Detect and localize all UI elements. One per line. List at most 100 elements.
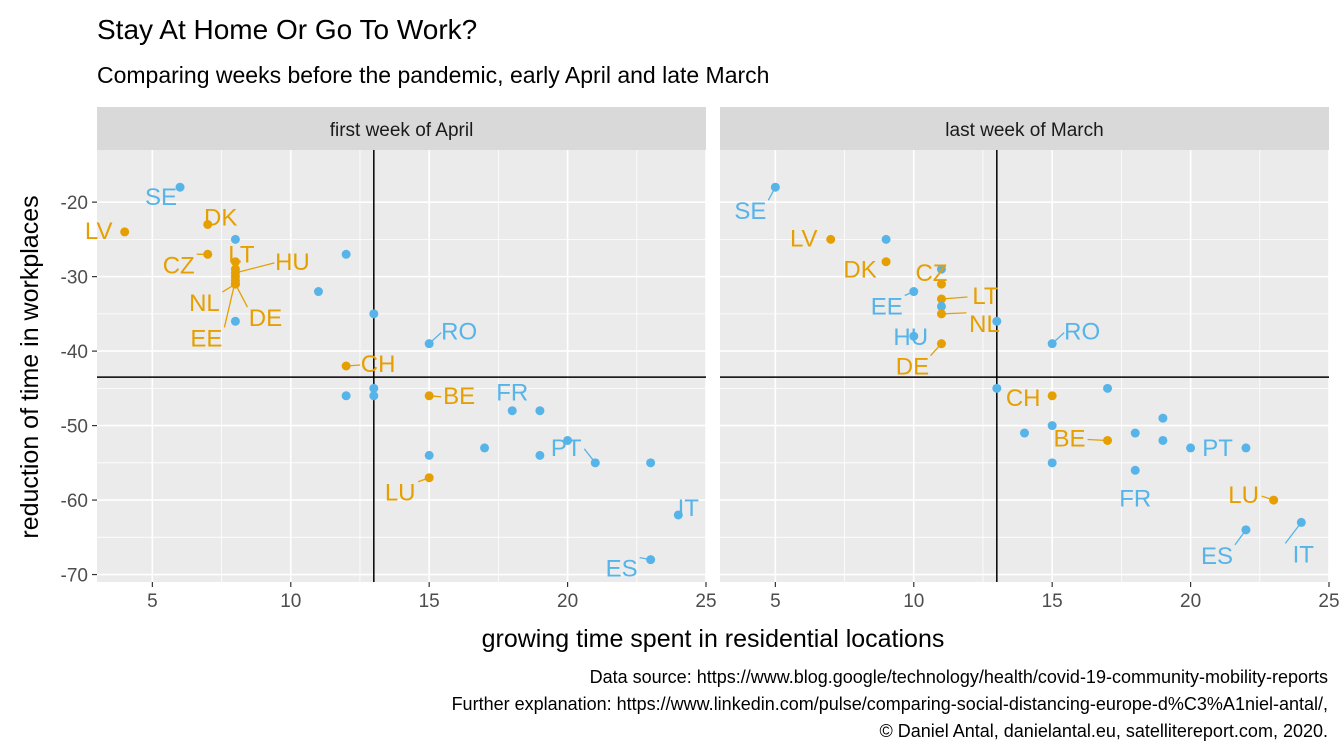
data-point xyxy=(1158,413,1168,423)
label-leader-line xyxy=(583,448,596,464)
label-leader-line xyxy=(346,364,361,367)
data-point xyxy=(120,227,130,237)
point-label: LU xyxy=(385,480,416,507)
point-label: LV xyxy=(85,218,113,245)
facet-strip-label: first week of April xyxy=(330,120,474,141)
label-leader-line xyxy=(941,296,968,300)
label-leader-line xyxy=(428,332,442,345)
chart-title: Stay At Home Or Go To Work? xyxy=(97,14,477,45)
point-label: ES xyxy=(1201,543,1233,570)
label-leader-line xyxy=(234,283,248,308)
point-label: DK xyxy=(204,204,237,231)
label-leader-line xyxy=(929,343,942,357)
label-leader-line xyxy=(1087,438,1108,442)
point-label: LT xyxy=(972,283,999,310)
x-tick-label: 15 xyxy=(1042,591,1063,612)
point-label: DE xyxy=(896,354,929,381)
data-point xyxy=(1186,443,1196,453)
data-point xyxy=(673,510,683,520)
y-tick-label: -30 xyxy=(61,268,88,289)
data-point xyxy=(1158,435,1168,445)
x-tick-label: 20 xyxy=(557,591,578,612)
point-label: BE xyxy=(443,383,475,410)
x-tick-label: 15 xyxy=(419,591,440,612)
chart-subtitle: Comparing weeks before the pandemic, ear… xyxy=(97,62,769,88)
label-leader-line xyxy=(941,312,967,315)
x-tick-label: 25 xyxy=(1318,591,1339,612)
x-tick-label: 20 xyxy=(1180,591,1201,612)
data-point xyxy=(369,391,379,401)
y-axis-title: reduction of time in workplaces xyxy=(16,195,44,538)
label-leader-line xyxy=(417,477,430,483)
facet-panels: first week of April 5 10 15 20 25 -20 -30 -40 -50… xyxy=(61,107,1340,612)
data-point xyxy=(1103,383,1113,393)
point-label: PT xyxy=(551,435,582,462)
data-point xyxy=(936,279,946,289)
facet-strip xyxy=(720,107,1329,150)
data-point xyxy=(230,234,240,244)
data-point xyxy=(1130,465,1140,475)
data-point xyxy=(203,219,213,229)
data-point xyxy=(369,309,379,319)
facet-panel: first week of April 5 10 15 20 25 -20 -30 -40 -50… xyxy=(61,107,717,612)
label-leader-line xyxy=(429,395,442,398)
data-point xyxy=(507,406,517,416)
point-label: BE xyxy=(1054,425,1086,452)
point-label: HU xyxy=(893,324,928,351)
point-label: EE xyxy=(871,294,903,321)
facet-strip-label: last week of March xyxy=(945,120,1103,141)
label-leader-line xyxy=(235,262,275,274)
data-point xyxy=(535,406,545,416)
data-point xyxy=(936,264,946,274)
label-leader-line xyxy=(639,557,651,561)
data-point xyxy=(1020,428,1029,438)
label-leader-line xyxy=(767,186,776,201)
y-tick-label: -70 xyxy=(61,566,88,587)
point-label: EE xyxy=(190,325,222,352)
x-tick-label: 5 xyxy=(770,591,781,612)
y-tick-label: -50 xyxy=(61,417,88,438)
point-label: ES xyxy=(606,556,638,583)
x-tick-label: 10 xyxy=(903,591,924,612)
point-label: FR xyxy=(496,380,528,407)
point-label: HU xyxy=(275,249,310,276)
point-label: NL xyxy=(969,311,1000,338)
panel-background xyxy=(97,150,706,582)
point-label: LV xyxy=(790,225,818,252)
data-point xyxy=(175,182,185,192)
y-tick-label: -20 xyxy=(61,193,88,214)
x-tick-label: 25 xyxy=(695,591,716,612)
point-label: SE xyxy=(145,184,177,211)
point-label: CZ xyxy=(163,252,195,279)
data-point xyxy=(881,234,891,244)
point-label: PT xyxy=(1202,435,1233,462)
data-point xyxy=(424,450,434,460)
point-label: IT xyxy=(1293,541,1315,568)
caption-line-2: Further explanation: https://www.linkedi… xyxy=(452,694,1328,714)
data-point xyxy=(369,383,379,393)
data-point xyxy=(535,450,545,460)
point-label: CH xyxy=(361,351,396,378)
y-tick-label: -60 xyxy=(61,491,88,512)
data-point xyxy=(909,331,919,341)
point-label: RO xyxy=(1064,319,1100,346)
x-tick-label: 10 xyxy=(280,591,301,612)
point-label: RO xyxy=(441,319,477,346)
point-label: DK xyxy=(843,257,876,284)
data-point xyxy=(341,391,351,401)
data-point xyxy=(1047,458,1057,468)
x-axis-title: growing time spent in residential locati… xyxy=(482,625,945,653)
point-label: LT xyxy=(228,242,255,269)
data-point xyxy=(230,257,240,267)
panel-background xyxy=(720,150,1329,582)
label-leader-line xyxy=(1284,522,1302,544)
y-tick-label: -40 xyxy=(61,342,88,363)
data-point xyxy=(341,249,351,259)
caption-line-1: Data source: https://www.blog.google/tec… xyxy=(590,667,1328,687)
point-label: CH xyxy=(1006,385,1041,412)
data-point xyxy=(881,257,891,267)
data-point xyxy=(1130,428,1140,438)
data-point xyxy=(826,234,836,244)
facet-strip xyxy=(97,107,706,150)
data-point xyxy=(646,458,656,468)
